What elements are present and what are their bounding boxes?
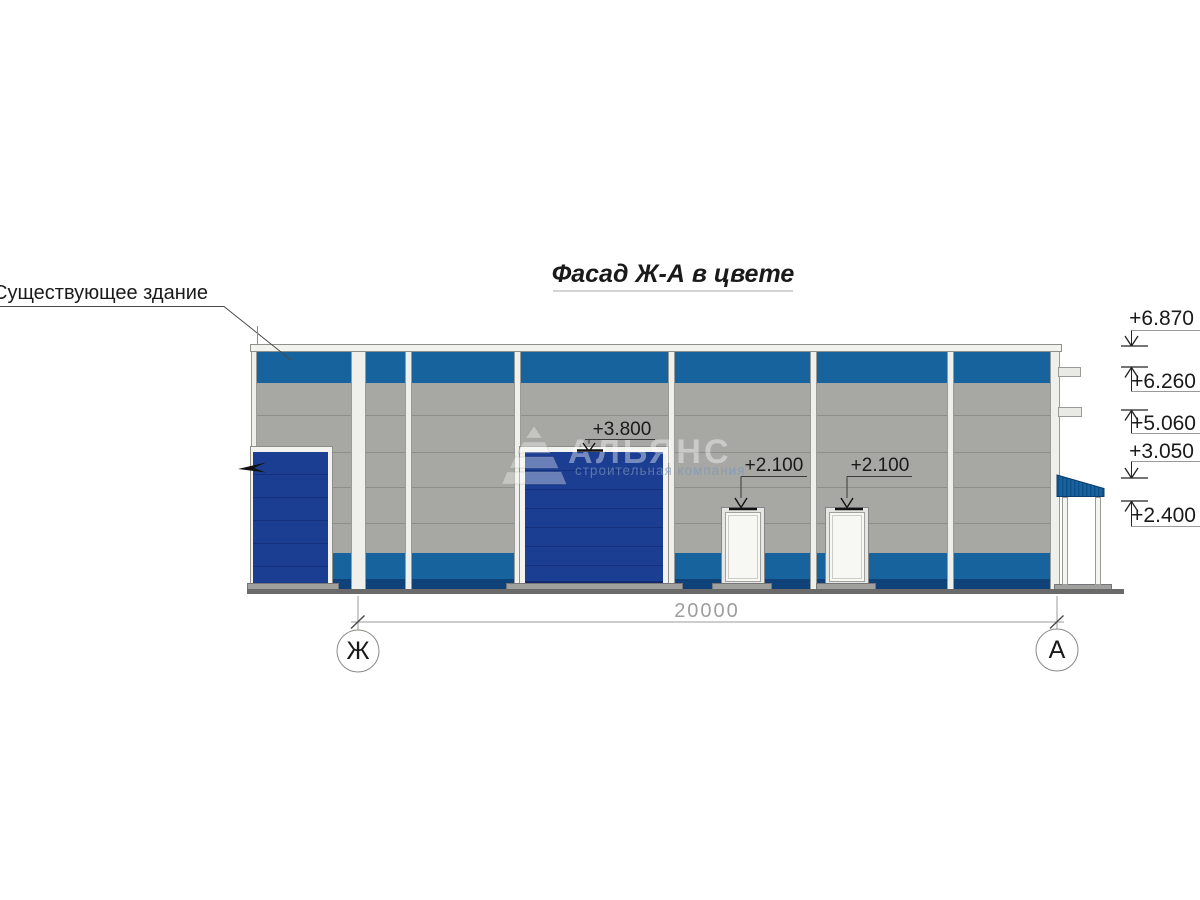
facade-top-blue-band bbox=[257, 352, 1052, 383]
parapet-cap bbox=[250, 344, 1062, 352]
watermark-pyramid-icon bbox=[501, 425, 567, 485]
panel-joint-line bbox=[257, 415, 1052, 416]
elevation-label-5060: +5.060 bbox=[1131, 412, 1196, 435]
big-door-level-label: +3.800 bbox=[592, 419, 652, 440]
elevation-label-6260: +6.260 bbox=[1131, 370, 1196, 393]
garage-door-main bbox=[525, 452, 663, 583]
corner-pilaster-right bbox=[1050, 352, 1060, 589]
beam-outrigger-lower bbox=[1058, 407, 1082, 417]
down-arrow-icon bbox=[1124, 335, 1139, 347]
existing-building-leader bbox=[0, 306, 292, 361]
door-2-level-label: +2.100 bbox=[850, 455, 910, 476]
wall-mullion bbox=[405, 352, 412, 589]
dimension-value: 20000 bbox=[674, 600, 740, 622]
elevation-label-3050: +3.050 bbox=[1129, 440, 1194, 463]
entrance-door-1 bbox=[721, 507, 765, 585]
elevation-mark-6870 bbox=[1121, 330, 1200, 347]
dimension-tick bbox=[350, 614, 365, 630]
wall-mullion bbox=[947, 352, 954, 589]
dimension-tick bbox=[1049, 614, 1064, 630]
elevation-label-2400: +2.400 bbox=[1131, 504, 1196, 527]
down-arrow-icon bbox=[1124, 467, 1139, 479]
entrance-door-1-leaf bbox=[725, 512, 761, 582]
ground-line bbox=[247, 589, 1124, 594]
column-axis-zh bbox=[351, 352, 366, 589]
entrance-door-1-panel bbox=[728, 515, 758, 579]
existing-building-label: Существующее здание bbox=[0, 282, 209, 304]
wall-mullion bbox=[810, 352, 817, 589]
drawing-title: Фасад Ж-А в цвете bbox=[551, 260, 795, 288]
door-1-level-label: +2.100 bbox=[744, 455, 804, 476]
canopy-post-left bbox=[1062, 497, 1068, 585]
entrance-door-2 bbox=[825, 507, 869, 585]
canopy-roof bbox=[1056, 474, 1105, 497]
axis-label-zh: Ж bbox=[346, 637, 370, 665]
watermark-tagline: строительная компания bbox=[575, 463, 746, 478]
elevation-label-6870: +6.870 bbox=[1129, 307, 1194, 330]
axis-label-a: А bbox=[1048, 636, 1066, 664]
entrance-door-2-leaf bbox=[829, 512, 865, 582]
entrance-door-2-panel bbox=[832, 515, 862, 579]
garage-door-left bbox=[253, 452, 328, 585]
beam-outrigger-upper bbox=[1058, 367, 1081, 377]
canopy-post-right bbox=[1095, 497, 1101, 585]
